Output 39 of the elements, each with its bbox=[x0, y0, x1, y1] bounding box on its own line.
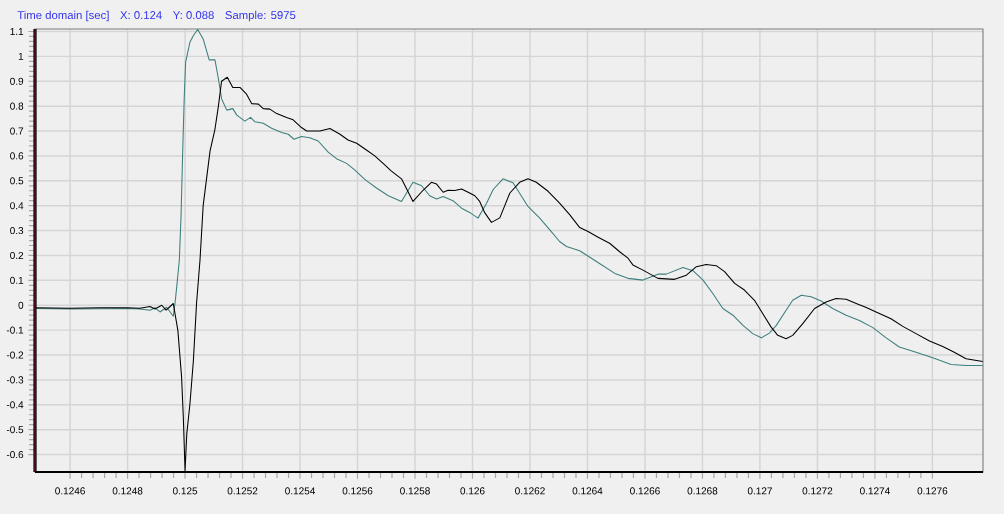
y-tick-label: 0 bbox=[18, 301, 24, 309]
y-tick-label: 0.1 bbox=[10, 276, 24, 284]
text: Y: 0.088 bbox=[172, 11, 214, 20]
x-tick-label: 0.1246 bbox=[55, 487, 85, 495]
y-tick-label: 1.1 bbox=[10, 28, 24, 35]
y-tick-label: 0.7 bbox=[10, 127, 24, 135]
y-tick-label: -0.3 bbox=[6, 376, 24, 384]
x-tick-label: 0.1252 bbox=[227, 487, 258, 495]
x-tick-label: 0.1274 bbox=[860, 487, 890, 495]
x-tick-label: 0.1276 bbox=[917, 487, 948, 495]
y-tick-label: 1 bbox=[18, 52, 24, 60]
x-tick-label: 0.127 bbox=[747, 487, 772, 495]
y-tick-label: 0.4 bbox=[10, 202, 24, 210]
y-tick-label: -0.6 bbox=[6, 451, 24, 459]
x-tick-label: 0.1262 bbox=[515, 487, 545, 495]
y-tick-label: -0.4 bbox=[6, 401, 24, 409]
x-tick-label: 0.1264 bbox=[572, 487, 603, 495]
x-tick-label: 0.1254 bbox=[285, 487, 316, 495]
y-tick-label: 0.6 bbox=[10, 152, 24, 160]
x-tick-label: 0.1256 bbox=[342, 487, 373, 495]
x-tick-label: 0.1248 bbox=[112, 487, 143, 495]
x-tick-label: 0.1258 bbox=[400, 487, 430, 495]
y-tick-label: -0.2 bbox=[6, 351, 24, 359]
x-tick-label: 0.1272 bbox=[802, 487, 833, 495]
text: Sample: 5975 bbox=[225, 10, 296, 22]
y-tick-label: 0.9 bbox=[10, 77, 24, 85]
y-tick-label: 0.2 bbox=[10, 251, 24, 260]
x-tick-label: 0.125 bbox=[172, 487, 198, 495]
x-tick-label: 0.126 bbox=[460, 487, 485, 495]
text: X: 0.124 bbox=[120, 11, 162, 20]
y-tick-label: -0.5 bbox=[6, 426, 24, 434]
x-tick-label: 0.1266 bbox=[630, 487, 660, 495]
line-series bbox=[35, 28, 983, 367]
x-tick-label: 0.1268 bbox=[687, 487, 718, 495]
y-tick-label: 0.8 bbox=[10, 102, 24, 110]
y-tick-label: 0.3 bbox=[10, 227, 24, 235]
y-tick-label: 0.5 bbox=[10, 177, 24, 185]
chart-title: Time domain [sec] bbox=[17, 10, 109, 22]
y-tick-label: -0.1 bbox=[6, 326, 24, 334]
